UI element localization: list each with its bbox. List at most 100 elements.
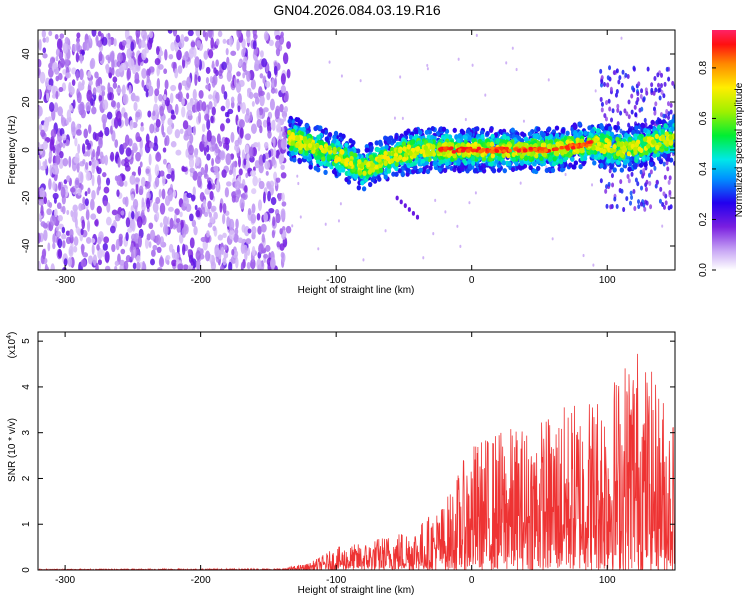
spectrogram-cell	[616, 103, 620, 109]
spectrogram-cell	[51, 165, 58, 175]
spectrogram-cell	[257, 141, 261, 152]
spectrogram-cell	[64, 36, 70, 44]
spectrogram-cell	[203, 50, 209, 60]
spectrogram-cell	[605, 184, 609, 190]
spectrogram-cell	[640, 122, 645, 128]
spectrogram-cell	[182, 120, 189, 130]
spectrogram-cell	[502, 168, 508, 174]
spectrogram-cell	[87, 220, 91, 232]
spectrogram-cell	[656, 72, 660, 78]
spectrogram-cell	[194, 56, 200, 68]
spectrogram-cell	[667, 115, 671, 121]
spectrogram-cell	[624, 72, 628, 78]
spectrogram-cell	[315, 158, 321, 164]
spectrogram-cell	[259, 94, 265, 107]
spectrogram-cell	[266, 116, 271, 127]
spectrogram-cell	[639, 201, 643, 207]
spectrogram-cell	[164, 195, 171, 206]
spectrogram-cell	[171, 248, 176, 260]
spectrogram-cell	[502, 133, 507, 140]
spectrogram-cell	[235, 218, 239, 230]
spectrogram-cell	[101, 113, 108, 125]
spectrogram-cell	[361, 186, 367, 192]
spectrogram-cell	[206, 118, 211, 131]
spectrogram-cell	[54, 33, 59, 40]
spectrogram-cell	[65, 117, 70, 125]
spectrogram-cell	[96, 165, 100, 172]
spectrogram-cell	[207, 30, 213, 38]
spectrogram-cell	[617, 79, 621, 85]
spectrogram-cell	[667, 76, 671, 82]
spectrogram-cell	[267, 130, 272, 139]
spectrogram-cell	[441, 126, 447, 132]
spectrogram-cell	[104, 250, 110, 263]
spectrogram-cell	[606, 75, 610, 81]
spectrogram-cell	[91, 30, 97, 37]
spectrogram-cell	[38, 260, 41, 270]
spectrogram-cell	[349, 151, 354, 157]
spectrogram-cell	[564, 172, 567, 177]
spectrogram-cell	[386, 168, 392, 174]
spectrogram-cell	[116, 87, 122, 94]
spectrogram-cell	[226, 181, 232, 187]
spectrogram-cell	[241, 101, 246, 114]
spectrogram-cell	[578, 164, 583, 170]
spectrogram-cell	[69, 228, 74, 238]
spectrogram-cell	[653, 165, 657, 171]
spectrogram-cell	[235, 189, 242, 196]
spectrogram-cell	[213, 211, 218, 220]
spectrogram-cell	[73, 236, 79, 247]
spectrogram-cell	[659, 83, 663, 89]
spectrogram-cell	[281, 138, 287, 150]
spectrogram-cell	[211, 106, 216, 116]
spectrogram-cell	[57, 181, 62, 191]
spectrogram-cell	[582, 155, 588, 162]
spectrogram-cell	[140, 176, 146, 187]
spectrogram-cell	[666, 156, 671, 162]
spectrogram-cell	[648, 160, 654, 167]
spectrogram-cell	[204, 113, 210, 122]
spectrogram-cell	[462, 158, 467, 164]
spectrogram-cell	[643, 162, 648, 168]
spectrogram-cell	[324, 136, 330, 142]
spectrogram-cell	[270, 197, 277, 206]
spectrogram-cell	[170, 84, 177, 92]
spectrogram-cell	[107, 91, 112, 101]
spectrogram-cell	[246, 36, 251, 44]
spectrogram-cell	[344, 142, 349, 148]
spectrogram-cell	[112, 219, 117, 228]
spectrogram-cell	[124, 116, 129, 127]
spectrogram-cell	[297, 181, 300, 186]
spectrogram-cell	[125, 147, 132, 157]
spectrogram-cell	[247, 228, 252, 234]
spectrogram-cell	[224, 111, 229, 118]
spectrogram-cell	[120, 248, 126, 255]
spectrogram-cell	[634, 177, 638, 183]
spectrogram-cell	[139, 161, 143, 168]
spectrogram-cell	[158, 50, 164, 57]
spectrogram-cell	[646, 143, 651, 149]
spectrogram-cell	[129, 174, 136, 185]
spectrogram-cell	[633, 104, 637, 110]
spectrogram-cell	[176, 49, 182, 61]
spectrogram-cell	[146, 197, 151, 210]
spectrogram-cell	[475, 126, 480, 132]
spectrogram-cell	[630, 194, 634, 200]
spectrogram-cell	[52, 61, 58, 70]
spectrogram-cell	[149, 31, 153, 39]
spectrogram-cell	[187, 248, 192, 256]
spectrogram-cell	[138, 235, 142, 248]
spectrogram-cell	[619, 179, 623, 185]
spectrogram-cell	[161, 174, 166, 187]
spectrogram-cell	[615, 204, 619, 210]
spectrogram-cell	[600, 133, 605, 139]
spectrogram-cell	[333, 130, 339, 136]
spectrogram-cell	[401, 116, 404, 120]
spectrogram-cell	[207, 200, 212, 210]
spectrogram-cell	[261, 233, 265, 244]
spectrogram-cell	[213, 165, 219, 173]
spectrogram-cell	[102, 242, 108, 251]
spectrogram-cell	[179, 211, 183, 218]
spectrogram-cell	[38, 123, 43, 132]
